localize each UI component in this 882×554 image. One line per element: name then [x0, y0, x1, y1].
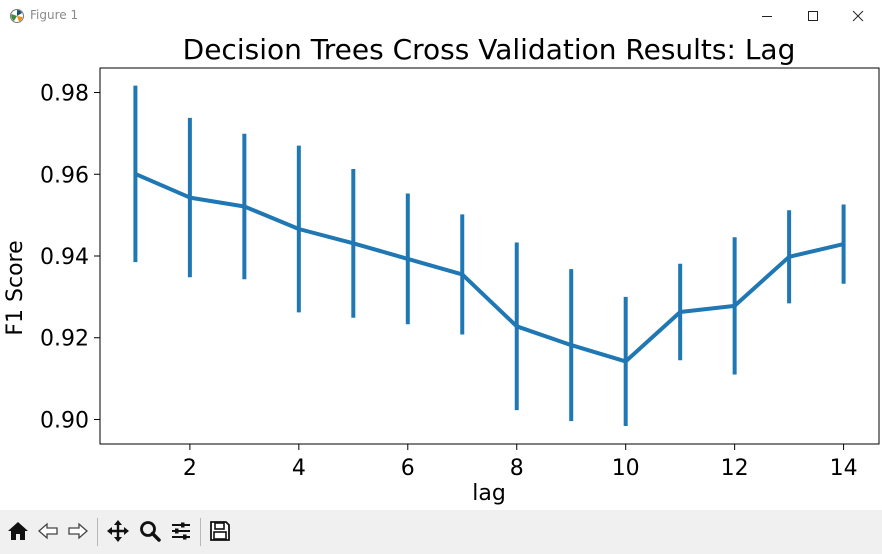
y-axis-label: F1 Score	[3, 240, 28, 335]
minimize-button[interactable]	[744, 0, 790, 32]
data-point	[678, 309, 683, 314]
subplots-button[interactable]	[166, 516, 196, 546]
window-title: Figure 1	[30, 8, 79, 22]
toolbar-separator	[97, 518, 98, 546]
zoom-icon	[140, 521, 161, 542]
chart-title: Decision Trees Cross Validation Results:…	[183, 33, 796, 66]
zoom-button[interactable]	[135, 516, 165, 546]
y-axis-ticks: 0.90 0.92 0.94 0.96 0.98	[40, 82, 100, 433]
maximize-icon	[808, 11, 818, 21]
matplotlib-icon	[10, 9, 24, 23]
y-tick-label: 0.94	[40, 245, 89, 270]
close-icon	[852, 10, 864, 22]
home-icon	[8, 522, 28, 540]
back-arrow-icon	[38, 522, 58, 540]
forward-arrow-icon	[68, 522, 88, 540]
x-tick-label: 4	[292, 456, 306, 481]
pan-icon	[107, 520, 129, 542]
save-button[interactable]	[205, 516, 235, 546]
data-point	[787, 254, 792, 259]
x-tick-label: 8	[510, 456, 524, 481]
data-point	[623, 359, 628, 364]
data-point	[351, 241, 356, 246]
home-button[interactable]	[3, 516, 33, 546]
x-axis-label: lag	[472, 481, 506, 506]
x-tick-label: 10	[612, 456, 640, 481]
window-titlebar: Figure 1	[0, 0, 882, 32]
figure-toolbar	[0, 510, 882, 554]
toolbar-separator	[200, 518, 201, 546]
pan-button[interactable]	[103, 516, 133, 546]
close-button[interactable]	[835, 0, 881, 32]
minimize-icon	[762, 16, 772, 17]
data-point	[187, 195, 192, 200]
y-tick-label: 0.96	[40, 163, 89, 188]
data-point	[242, 204, 247, 209]
data-point	[133, 171, 138, 176]
data-point	[296, 227, 301, 232]
data-point	[460, 272, 465, 277]
series-group	[133, 85, 846, 427]
y-tick-label: 0.92	[40, 327, 89, 352]
back-button[interactable]	[33, 516, 63, 546]
data-point	[405, 256, 410, 261]
x-tick-label: 12	[721, 456, 749, 481]
data-point	[569, 343, 574, 348]
x-tick-label: 6	[401, 456, 415, 481]
y-tick-label: 0.90	[40, 408, 89, 433]
forward-button[interactable]	[63, 516, 93, 546]
plot-area	[99, 67, 880, 445]
x-tick-label: 2	[183, 456, 197, 481]
series-line	[134, 172, 845, 364]
x-axis-ticks: 2 4 6 8 10 12 14	[183, 444, 858, 481]
subplots-icon	[172, 522, 190, 540]
chart-figure: Decision Trees Cross Validation Results:…	[3, 33, 880, 506]
data-point	[732, 303, 737, 308]
y-tick-label: 0.98	[40, 82, 89, 107]
data-point	[841, 242, 846, 247]
save-icon	[210, 521, 230, 541]
maximize-button[interactable]	[790, 0, 836, 32]
data-point	[514, 324, 519, 329]
x-tick-label: 14	[830, 456, 858, 481]
